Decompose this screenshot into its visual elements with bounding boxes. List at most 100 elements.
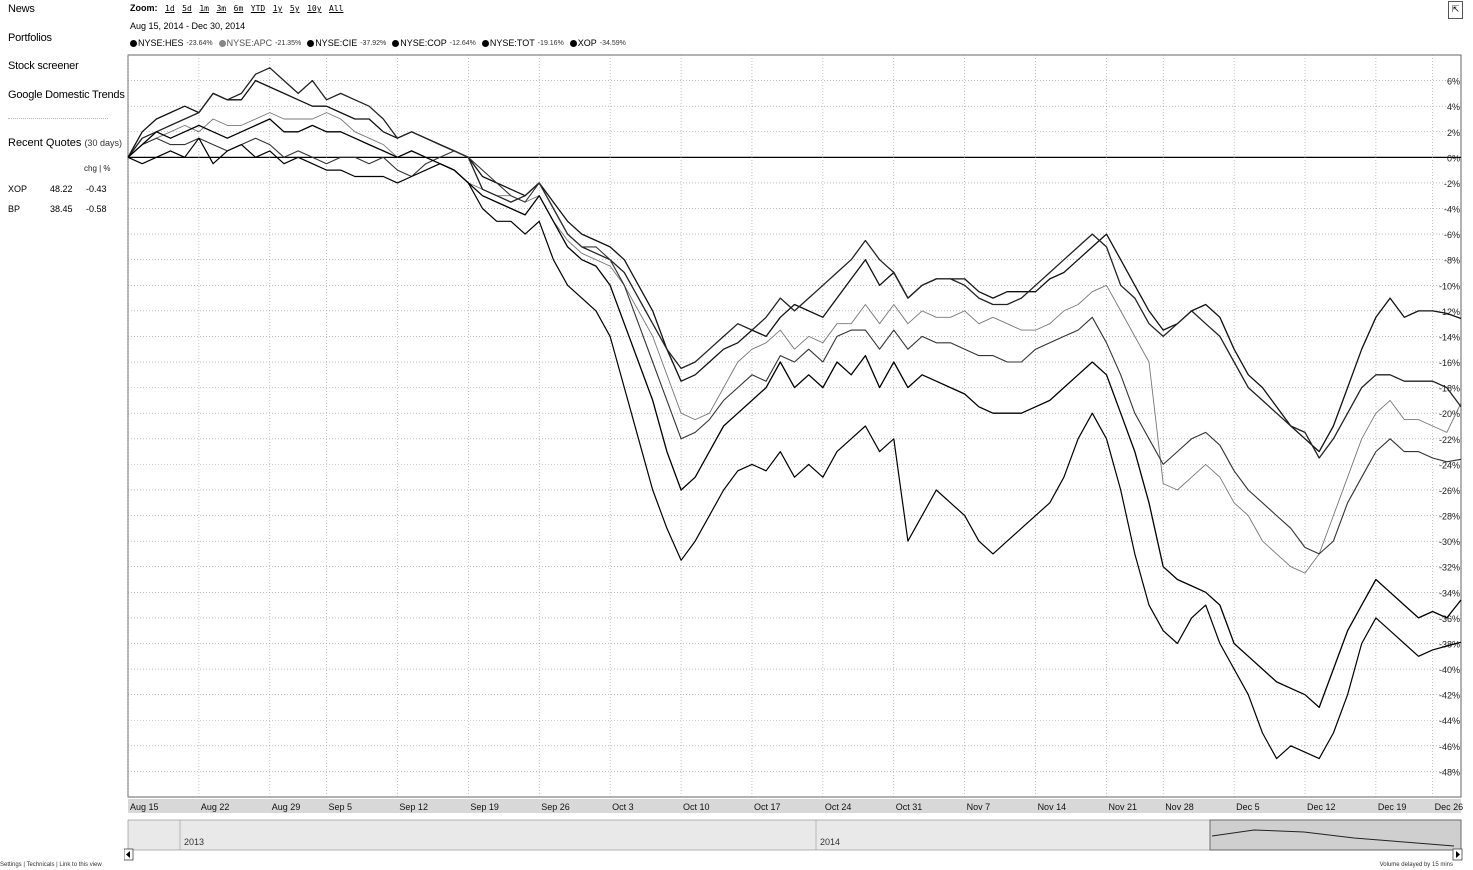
- zoom-option-5d[interactable]: 5d: [182, 4, 192, 13]
- y-tick-label: -44%: [1439, 716, 1460, 726]
- footer-links[interactable]: Settings | Technicals | Link to this vie…: [0, 862, 102, 868]
- y-tick-label: -20%: [1439, 409, 1460, 419]
- quote-symbol[interactable]: BP: [8, 204, 21, 214]
- quote-change: -0.58: [86, 204, 107, 214]
- chevron-right-icon: [1456, 851, 1460, 858]
- x-tick-label: Dec 5: [1236, 802, 1260, 812]
- zoom-option-3m[interactable]: 3m: [216, 4, 227, 13]
- footer-note: Volume delayed by 15 mins: [1379, 862, 1453, 868]
- zoom-option-10y[interactable]: 10y: [307, 4, 322, 13]
- nav-item-stock-screener[interactable]: Stock screener: [8, 60, 79, 72]
- legend-item-cie[interactable]: NYSE:CIE -37.92%: [307, 38, 386, 48]
- zoom-option-6m[interactable]: 6m: [233, 4, 244, 13]
- legend-item-cop[interactable]: NYSE:COP -12.64%: [392, 38, 476, 48]
- quote-price: 48.22: [50, 184, 73, 194]
- recent-quotes-title: Recent Quotes (30 days): [8, 137, 122, 149]
- y-tick-label: -34%: [1439, 588, 1460, 598]
- recent-quotes-column-header: chg | %: [84, 164, 111, 173]
- legend-dot-icon: [307, 39, 315, 47]
- quote-price: 38.45: [50, 204, 73, 214]
- legend-series-name: NYSE:CIE: [315, 38, 358, 48]
- legend-series-name: NYSE:HES: [138, 38, 184, 48]
- nav-item-news[interactable]: News: [8, 3, 35, 15]
- x-tick-label: Nov 14: [1038, 802, 1067, 812]
- date-range: Aug 15, 2014 - Dec 30, 2014: [130, 21, 246, 31]
- legend-item-xop[interactable]: XOP -34.59%: [569, 38, 626, 48]
- zoom-option-5y[interactable]: 5y: [289, 4, 300, 13]
- navigator-mini-line: [1211, 829, 1455, 847]
- y-tick-label: -12%: [1439, 307, 1460, 317]
- x-tick-label: Oct 10: [683, 802, 710, 812]
- x-tick-label: Sep 5: [329, 802, 353, 812]
- y-tick-label: -46%: [1439, 742, 1460, 752]
- series-line-nyse-apc: [127, 137, 1462, 555]
- quote-row[interactable]: BP 38.45 -0.58: [8, 204, 118, 218]
- legend-item-hes[interactable]: NYSE:HES -23.64%: [130, 38, 213, 48]
- expand-icon: ⇱: [1451, 4, 1460, 14]
- y-tick-label: -40%: [1439, 665, 1460, 675]
- x-tick-label: Oct 31: [896, 802, 923, 812]
- y-tick-label: -2%: [1444, 179, 1460, 189]
- nav-divider: [8, 118, 108, 119]
- series-line-nyse-tot: [127, 112, 1462, 574]
- legend-series-change: -37.92%: [360, 39, 387, 47]
- legend-series-name: NYSE:TOT: [489, 38, 535, 48]
- y-tick-label: -48%: [1439, 767, 1460, 777]
- plot-frame: [127, 54, 1462, 798]
- legend-dot-icon: [569, 39, 577, 47]
- navigator-year-label: 2013: [184, 837, 204, 847]
- zoom-option-1y[interactable]: 1y: [272, 4, 283, 13]
- x-tick-label: Dec 26: [1435, 802, 1464, 812]
- y-tick-label: -6%: [1444, 230, 1460, 240]
- recent-quotes-heading: Recent Quotes: [8, 137, 82, 149]
- nav-item-portfolios[interactable]: Portfolios: [8, 32, 52, 44]
- y-tick-label: 0%: [1447, 153, 1460, 163]
- series-line-nyse-hes: [127, 67, 1462, 459]
- fullscreen-toggle-button[interactable]: ⇱: [1448, 1, 1463, 19]
- quote-symbol[interactable]: XOP: [8, 184, 28, 194]
- y-tick-label: -32%: [1439, 563, 1460, 573]
- legend-dot-icon: [218, 39, 226, 47]
- zoom-bar: Zoom: 1d 5d 1m 3m 6m YTD 1y 5y 10y All: [130, 3, 344, 13]
- main-chart[interactable]: 6% 4% 2% 0% -2% -4% -6% -8% -10% -12% -14% -16% -18%…: [124, 0, 1473, 870]
- legend-dot-icon: [130, 39, 137, 47]
- chart-area: 6% 4% 2% 0% -2% -4% -6% -8% -10% -12% -14% -16% -18%…: [124, 0, 1473, 870]
- y-tick-label: -22%: [1439, 435, 1460, 445]
- quote-row[interactable]: XOP 48.22 -0.43: [8, 184, 118, 198]
- zoom-option-ytd[interactable]: YTD: [250, 4, 266, 13]
- series-line-nyse-cie: [127, 137, 1462, 760]
- x-axis-band: [128, 799, 1461, 813]
- chevron-left-icon: [126, 851, 130, 858]
- x-tick-label: Dec 12: [1307, 802, 1336, 812]
- x-tick-label: Nov 7: [967, 802, 991, 812]
- x-tick-label: Nov 28: [1165, 802, 1194, 812]
- x-tick-label: Aug 29: [272, 802, 301, 812]
- y-tick-label: -28%: [1439, 512, 1460, 522]
- zoom-option-1d[interactable]: 1d: [165, 4, 175, 13]
- legend-item-apc[interactable]: NYSE:APC -21.35%: [218, 38, 301, 48]
- y-tick-label: -10%: [1439, 281, 1460, 291]
- legend-series-name: NYSE:COP: [400, 38, 447, 48]
- left-nav: News Portfolios Stock screener Google Do…: [0, 0, 125, 870]
- x-tick-label: Oct 3: [612, 802, 634, 812]
- x-tick-label: Sep 12: [399, 802, 428, 812]
- legend-dot-icon: [392, 39, 400, 47]
- y-tick-label: -36%: [1439, 614, 1460, 624]
- x-tick-label: Sep 19: [470, 802, 499, 812]
- legend-item-tot[interactable]: NYSE:TOT -19.16%: [481, 38, 564, 48]
- x-tick-label: Dec 19: [1378, 802, 1407, 812]
- zoom-option-1m[interactable]: 1m: [199, 4, 209, 13]
- x-tick-label: Oct 17: [754, 802, 781, 812]
- x-tick-label: Oct 24: [825, 802, 852, 812]
- y-tick-label: 6%: [1447, 77, 1460, 87]
- zoom-option-all[interactable]: All: [329, 4, 344, 13]
- y-tick-label: 2%: [1447, 128, 1460, 138]
- nav-item-domestic-trends[interactable]: Google Domestic Trends: [8, 89, 125, 101]
- y-tick-label: -30%: [1439, 537, 1460, 547]
- y-tick-label: 4%: [1447, 102, 1460, 112]
- series-line-xop: [127, 118, 1462, 709]
- y-tick-label: -16%: [1439, 358, 1460, 368]
- chart-legend: NYSE:HES -23.64% NYSE:APC -21.35% NYSE:C…: [130, 38, 626, 48]
- legend-series-change: -23.64%: [186, 39, 213, 47]
- legend-dot-icon: [481, 39, 489, 47]
